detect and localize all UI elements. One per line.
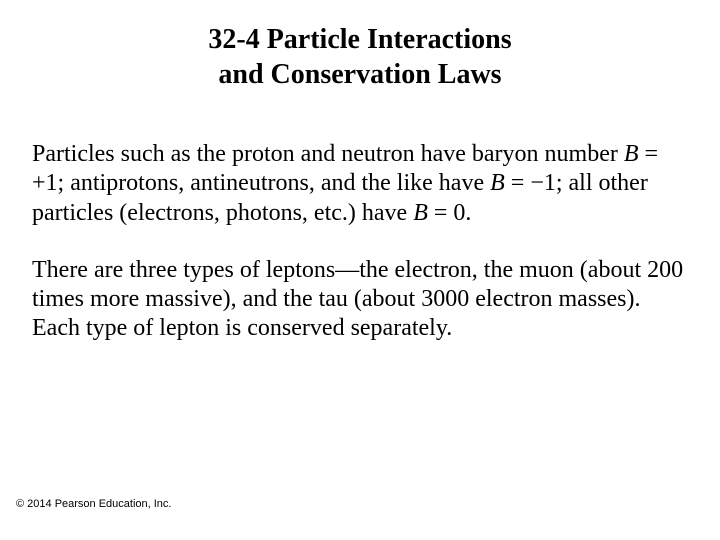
title-line-1: 32-4 Particle Interactions (32, 22, 688, 57)
p2-text-1: There are three types of leptons—the ele… (32, 257, 683, 342)
copyright-notice: © 2014 Pearson Education, Inc. (16, 498, 171, 510)
paragraph-2: There are three types of leptons—the ele… (32, 256, 688, 344)
p1-var-B-2: B (490, 170, 505, 196)
p1-var-B-3: B (413, 200, 428, 226)
p1-text-1: Particles such as the proton and neutron… (32, 141, 624, 167)
title-line-2: and Conservation Laws (32, 57, 688, 92)
slide-container: 32-4 Particle Interactions and Conservat… (0, 0, 720, 540)
slide-title: 32-4 Particle Interactions and Conservat… (32, 20, 688, 92)
p1-text-4: = 0. (428, 200, 472, 226)
paragraph-1: Particles such as the proton and neutron… (32, 140, 688, 228)
p1-var-B-1: B (624, 141, 639, 167)
slide-body: Particles such as the proton and neutron… (32, 140, 688, 344)
